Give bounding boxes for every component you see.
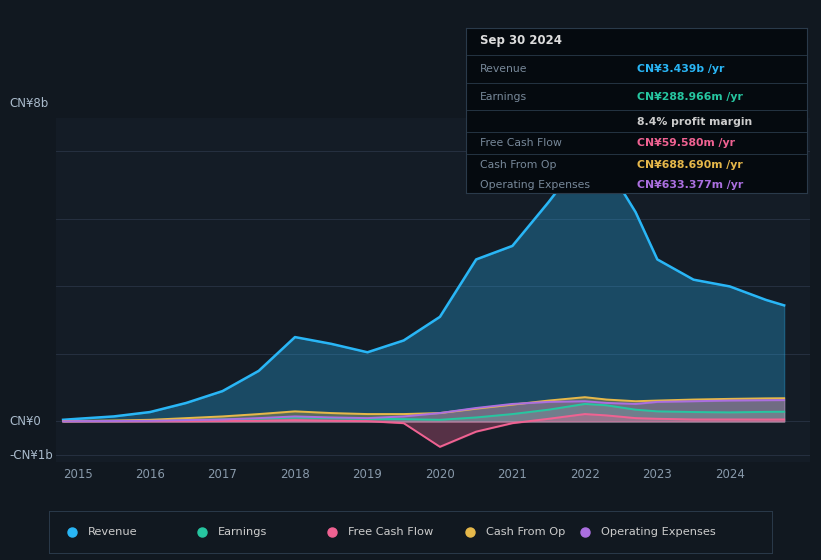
Text: Free Cash Flow: Free Cash Flow: [348, 528, 433, 537]
Text: CN¥688.690m /yr: CN¥688.690m /yr: [637, 161, 742, 170]
Text: CN¥633.377m /yr: CN¥633.377m /yr: [637, 180, 743, 190]
Text: Cash From Op: Cash From Op: [480, 161, 557, 170]
Text: CN¥8b: CN¥8b: [9, 97, 48, 110]
Text: Revenue: Revenue: [89, 528, 138, 537]
Text: Cash From Op: Cash From Op: [486, 528, 565, 537]
Text: Revenue: Revenue: [480, 64, 527, 74]
Text: Operating Expenses: Operating Expenses: [601, 528, 716, 537]
Text: CN¥0: CN¥0: [9, 415, 41, 428]
Text: Earnings: Earnings: [480, 92, 527, 102]
Text: Free Cash Flow: Free Cash Flow: [480, 138, 562, 148]
Text: CN¥3.439b /yr: CN¥3.439b /yr: [637, 64, 724, 74]
Text: Earnings: Earnings: [218, 528, 268, 537]
Text: CN¥288.966m /yr: CN¥288.966m /yr: [637, 92, 742, 102]
Text: Operating Expenses: Operating Expenses: [480, 180, 590, 190]
Text: Sep 30 2024: Sep 30 2024: [480, 34, 562, 47]
Text: 8.4% profit margin: 8.4% profit margin: [637, 116, 752, 127]
Text: CN¥59.580m /yr: CN¥59.580m /yr: [637, 138, 735, 148]
Text: -CN¥1b: -CN¥1b: [9, 449, 53, 462]
